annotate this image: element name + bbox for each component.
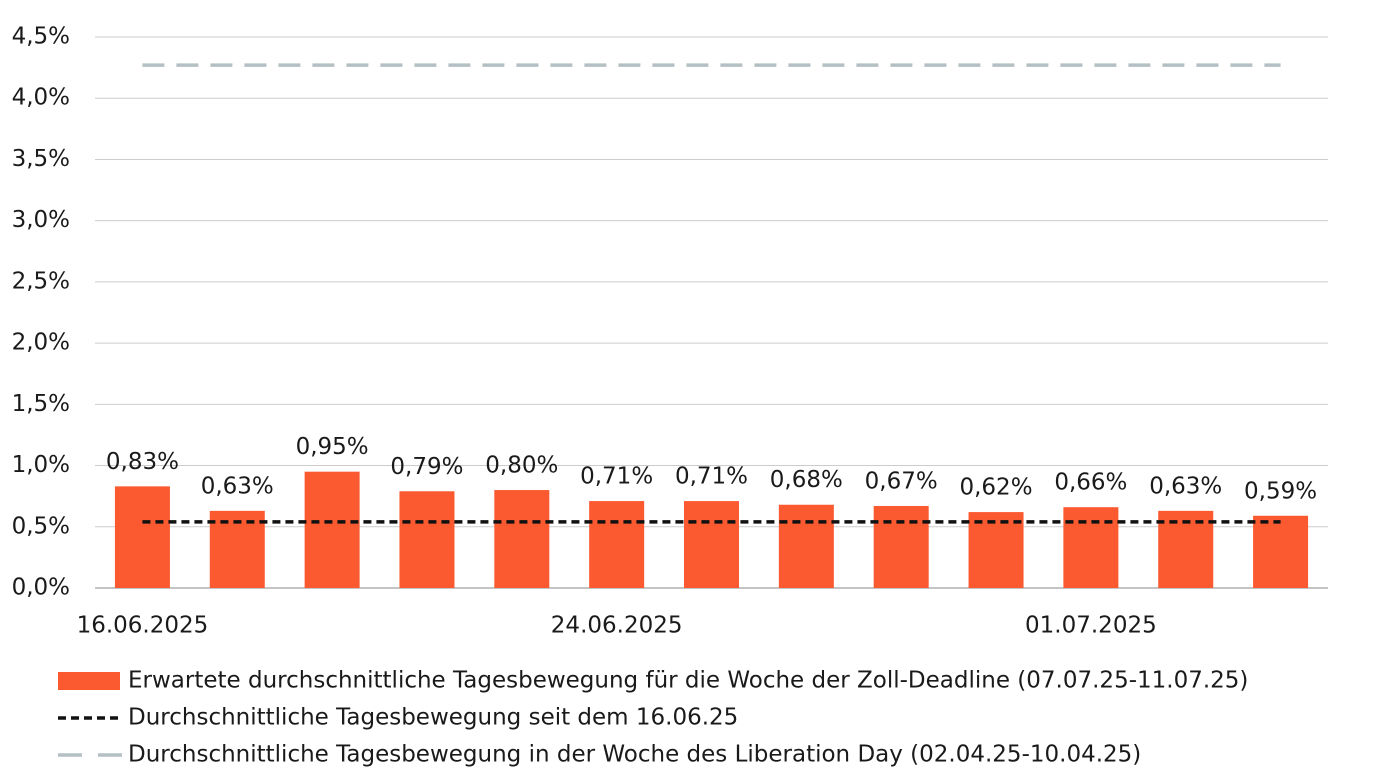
value-label: 0,63%: [1149, 473, 1222, 499]
x-tick-label: 24.06.2025: [551, 613, 683, 639]
bar: [684, 501, 739, 588]
legend-swatch: [58, 672, 120, 690]
y-tick-label: 2,0%: [12, 330, 70, 356]
value-label: 0,63%: [201, 473, 274, 499]
y-tick-label: 1,5%: [12, 391, 70, 417]
y-tick-label: 4,0%: [12, 85, 70, 111]
legend-label: Erwartete durchschnittliche Tagesbewegun…: [128, 668, 1248, 694]
bar: [968, 512, 1024, 588]
legend-label: Durchschnittliche Tagesbewegung seit dem…: [128, 705, 738, 731]
y-tick-label: 3,0%: [12, 207, 70, 233]
value-label: 0,83%: [106, 449, 179, 475]
bar: [114, 486, 170, 588]
value-label: 0,71%: [580, 464, 653, 490]
x-tick-label: 01.07.2025: [1025, 613, 1157, 639]
value-label: 0,71%: [675, 464, 748, 490]
y-tick-label: 1,0%: [12, 452, 70, 478]
value-label: 0,79%: [390, 454, 463, 480]
value-label: 0,95%: [296, 434, 369, 460]
bar: [778, 504, 834, 588]
value-label: 0,66%: [1054, 470, 1127, 496]
value-label: 0,59%: [1244, 478, 1317, 504]
value-label: 0,68%: [770, 467, 843, 493]
x-tick-label: 16.06.2025: [77, 613, 209, 639]
bar: [209, 510, 265, 588]
bar: [399, 491, 455, 588]
value-label: 0,80%: [485, 453, 558, 479]
bar: [1158, 510, 1214, 588]
y-tick-label: 4,5%: [12, 24, 70, 50]
y-tick-label: 0,5%: [12, 513, 70, 539]
legend-label: Durchschnittliche Tagesbewegung in der W…: [128, 742, 1141, 768]
bar: [1253, 515, 1309, 588]
value-label: 0,62%: [959, 475, 1032, 501]
bar: [873, 505, 929, 588]
bar: [589, 501, 645, 588]
bar: [494, 490, 550, 588]
bar: [1063, 507, 1119, 588]
value-label: 0,67%: [865, 468, 938, 494]
y-tick-label: 3,5%: [12, 146, 70, 172]
y-tick-label: 0,0%: [12, 575, 70, 601]
y-tick-label: 2,5%: [12, 268, 70, 294]
bar: [304, 471, 360, 588]
